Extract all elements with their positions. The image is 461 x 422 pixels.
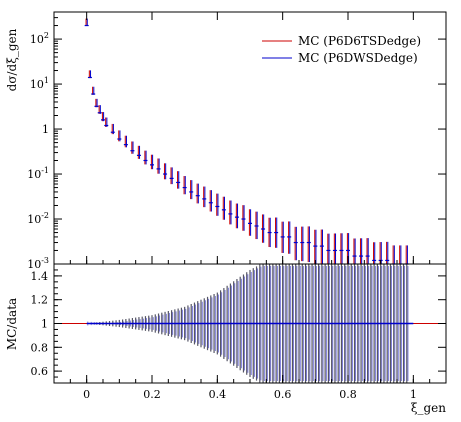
y-tick-label-main: 10-3 — [27, 256, 49, 271]
y-tick-label-ratio: 1.4 — [31, 270, 49, 283]
legend-label-series-1: MC (P6D6TSDedge) — [298, 34, 421, 48]
y-tick-label-main: 101 — [30, 76, 49, 91]
y-tick-label-ratio: 1.2 — [31, 294, 49, 307]
y-tick-label-ratio: 0.8 — [31, 341, 49, 354]
main-ylabel: dσ/dξ_gen — [5, 28, 19, 91]
y-tick-label-main: 10-1 — [27, 166, 49, 181]
x-tick-label: 0.6 — [274, 388, 292, 401]
x-axis-label: ξ_gen — [411, 401, 446, 415]
x-tick-label: 0.4 — [209, 388, 227, 401]
x-tick-label: 1 — [410, 388, 417, 401]
y-tick-label-main: 102 — [30, 31, 49, 46]
ratio-plot-frame — [53, 263, 447, 384]
y-tick-label-main: 1 — [42, 123, 49, 136]
y-tick-label-ratio: 1 — [41, 318, 48, 331]
main-plot-frame — [53, 11, 447, 265]
x-tick-label: 0 — [83, 388, 90, 401]
ratio-band-layer — [54, 264, 446, 383]
x-tick-label: 0.8 — [339, 388, 357, 401]
main-marks-layer — [84, 18, 409, 265]
y-tick-label-main: 10-2 — [27, 211, 49, 226]
legend: MC (P6D6TSDedge) MC (P6DWSDedge) — [262, 34, 421, 65]
x-tick-label: 0.2 — [143, 388, 161, 401]
ratio-ylabel: MC/data — [5, 298, 19, 350]
legend-label-series-2: MC (P6DWSDedge) — [298, 51, 418, 65]
y-tick-label-ratio: 0.6 — [31, 365, 49, 378]
